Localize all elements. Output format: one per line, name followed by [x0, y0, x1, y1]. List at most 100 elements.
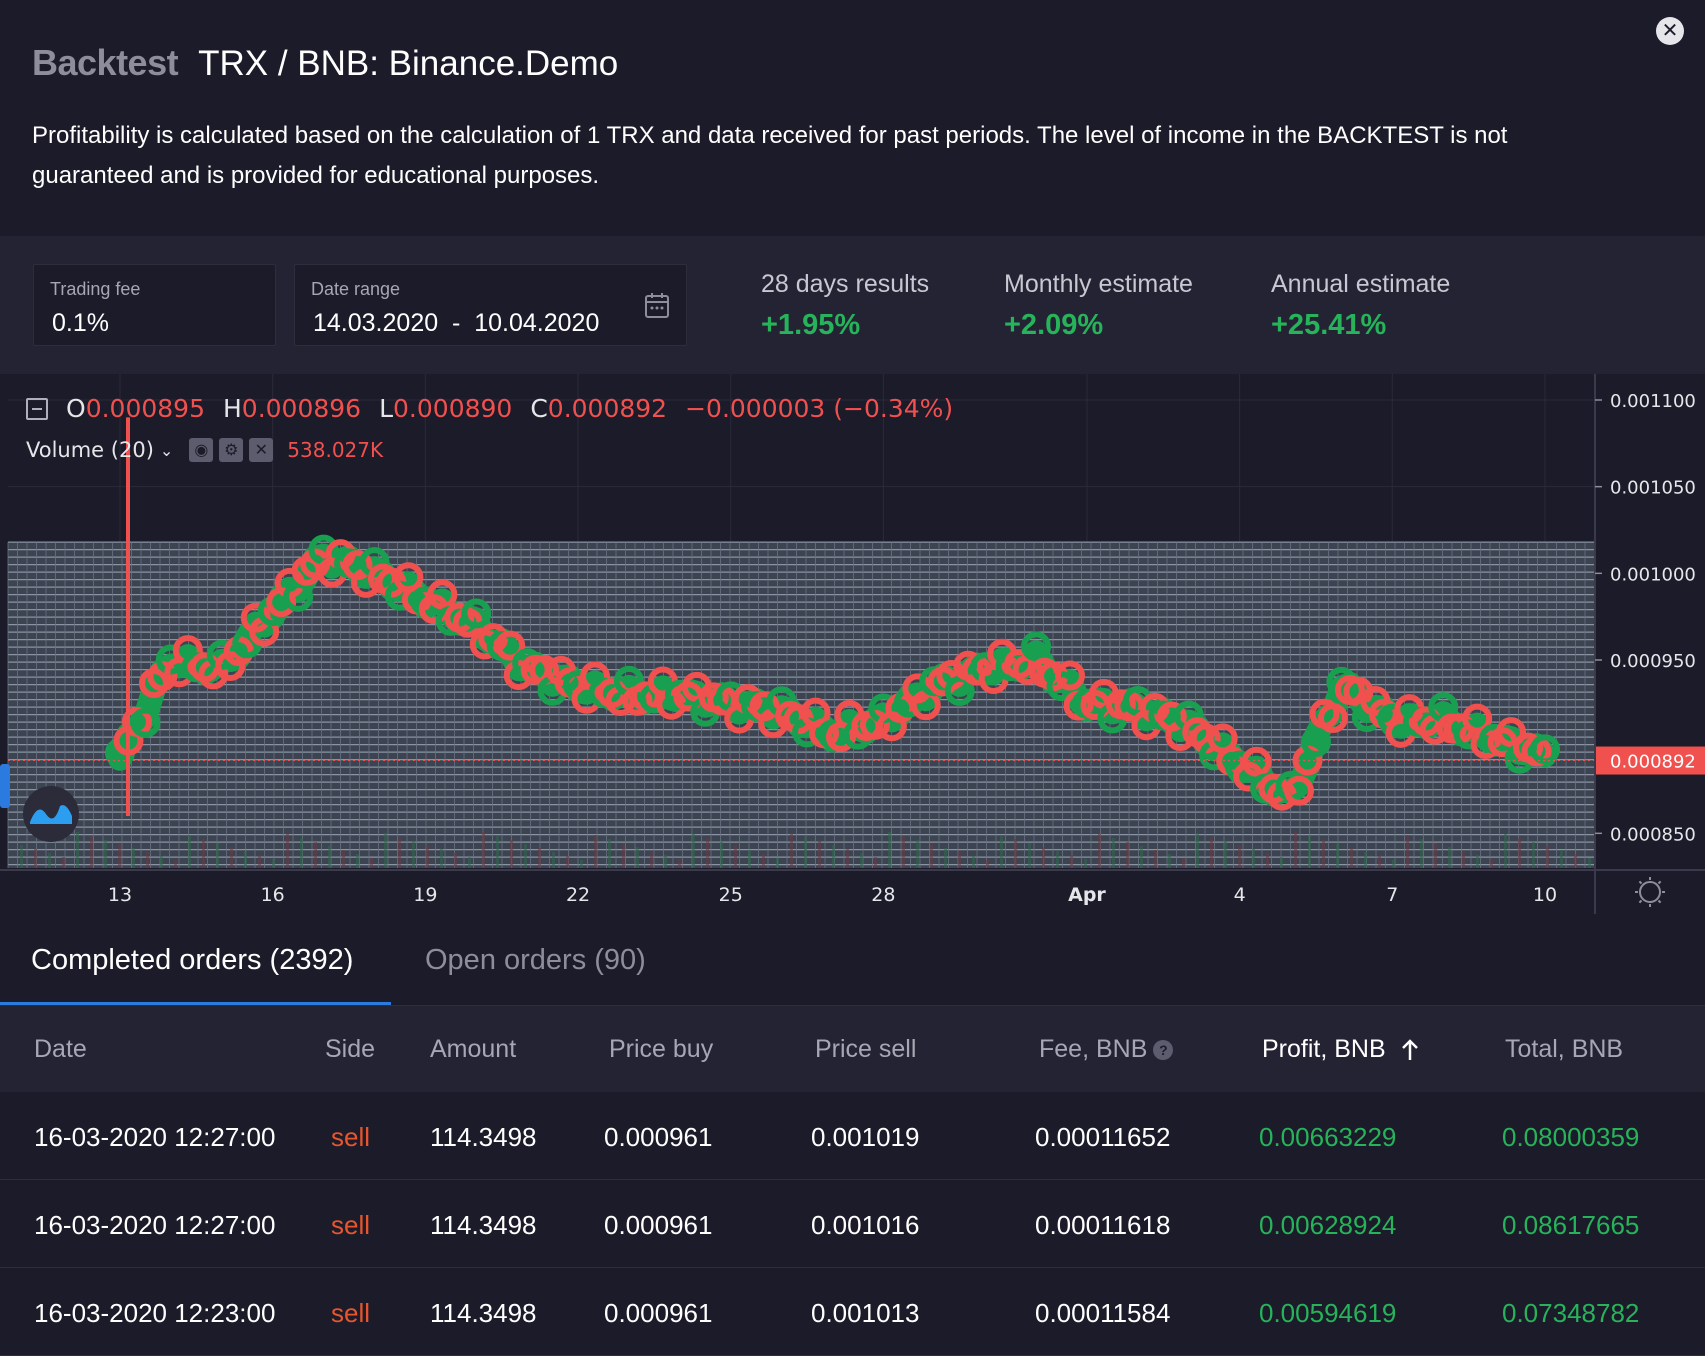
collapse-legend-icon[interactable] — [26, 397, 48, 420]
chart-settings-icon-tooth — [1638, 880, 1643, 885]
volume-bar — [314, 842, 317, 868]
price-series — [105, 417, 1560, 816]
volume-bar — [1238, 845, 1241, 868]
current-price-label: 0.000892 — [1610, 752, 1696, 773]
volume-bar — [384, 833, 387, 868]
volume-bar — [454, 853, 457, 868]
stat-label: 28 days results — [761, 270, 930, 298]
cell-fee: 0.00011652 — [1035, 1122, 1171, 1152]
stat-label: Annual estimate — [1271, 270, 1451, 298]
chart-settings-icon-tooth — [1657, 899, 1662, 904]
volume-label[interactable]: Volume (20) — [26, 438, 154, 462]
date-range-field[interactable]: Date range 14.03.2020 - 10.04.2020 — [294, 264, 687, 346]
volume-bar — [398, 837, 401, 868]
volume-bar — [1168, 854, 1171, 868]
col-profit-label: Profit, BNB — [1262, 1035, 1386, 1063]
cell-side: sell — [331, 1298, 371, 1328]
volume-bar — [1280, 857, 1283, 868]
chart-canvas[interactable]: 0.001100 0.001050 0.001000 0.000950 0.000850… — [0, 374, 1705, 914]
volume-bar — [1196, 833, 1199, 868]
low-value: 0.000890 — [393, 394, 513, 423]
cell-total: 0.08617665 — [1502, 1210, 1640, 1240]
col-price-sell[interactable]: Price sell — [815, 1035, 917, 1063]
volume-bar — [1322, 840, 1325, 868]
chart-settings-icon[interactable] — [1639, 881, 1661, 903]
price-chart[interactable]: 0.001100 0.001050 0.001000 0.000950 0.000850… — [0, 374, 1705, 914]
calendar-icon[interactable] — [644, 291, 670, 319]
date-range-label: Date range — [311, 279, 401, 299]
table-row[interactable]: 16-03-2020 12:27:00 sell 114.3498 0.0009… — [0, 1180, 1705, 1268]
description: Profitability is calculated based on the… — [32, 122, 1508, 189]
trading-fee-field[interactable]: Trading fee 0.1% — [33, 264, 276, 346]
gear-icon[interactable]: ⚙ — [219, 438, 244, 462]
x-tick-label: 4 — [1234, 884, 1246, 906]
cell-fee: 0.00011618 — [1035, 1210, 1171, 1240]
volume-bar — [1560, 850, 1563, 868]
chevron-down-icon[interactable]: ⌄ — [159, 440, 174, 460]
x-tick-label: 25 — [719, 884, 743, 906]
stat-value: +1.95% — [761, 309, 861, 341]
volume-bar — [174, 860, 177, 868]
volume-bar — [1588, 858, 1591, 868]
trading-fee-label: Trading fee — [50, 279, 141, 299]
volume-bar — [552, 852, 555, 868]
cell-fee: 0.00011584 — [1035, 1298, 1171, 1328]
title-pair: TRX / BNB: Binance.Demo — [198, 44, 619, 83]
buy-order-marker — [283, 581, 314, 612]
col-total[interactable]: Total, BNB — [1505, 1035, 1624, 1063]
col-fee[interactable]: Fee, BNB ? — [1039, 1035, 1174, 1064]
volume-bar — [34, 849, 37, 868]
volume-bar — [524, 844, 527, 868]
volume-bar — [1028, 843, 1031, 868]
volume-bar — [1546, 846, 1549, 868]
close-icon[interactable]: ✕ — [249, 438, 274, 462]
tab-completed-orders[interactable]: Completed orders (2392) — [31, 944, 354, 976]
side-panel-handle[interactable] — [0, 764, 10, 808]
cell-profit: 0.00663229 — [1259, 1122, 1397, 1152]
volume-bar — [748, 850, 751, 868]
chart-settings-icon-tooth — [1638, 899, 1643, 904]
col-side[interactable]: Side — [325, 1035, 376, 1063]
volume-bar — [1490, 859, 1493, 868]
col-date[interactable]: Date — [34, 1035, 87, 1063]
volume-bar — [538, 848, 541, 868]
backtest-header: Backtest TRX / BNB: Binance.Demo ✕ Profi… — [0, 0, 1705, 236]
volume-bar — [692, 834, 695, 868]
volume-bar — [244, 851, 247, 868]
close-icon[interactable]: ✕ — [1656, 17, 1684, 45]
help-icon[interactable]: ? — [1153, 1039, 1174, 1060]
low-key: L — [379, 394, 394, 423]
volume-bar — [1056, 851, 1059, 868]
volume-bar — [202, 839, 205, 868]
cell-price-sell: 0.001016 — [811, 1210, 920, 1240]
volume-bar — [342, 850, 345, 868]
volume-bar — [118, 844, 121, 868]
volume-bar — [1182, 858, 1185, 868]
col-amount[interactable]: Amount — [430, 1035, 517, 1063]
table-row[interactable]: 16-03-2020 12:27:00 sell 114.3498 0.0009… — [0, 1092, 1705, 1180]
close-key: C — [530, 394, 548, 423]
col-profit[interactable]: Profit, BNB — [1262, 1035, 1420, 1064]
eye-icon[interactable]: ◉ — [189, 438, 214, 462]
cell-amount: 114.3498 — [430, 1210, 537, 1240]
cell-amount: 114.3498 — [430, 1122, 537, 1152]
volume-bar — [272, 859, 275, 868]
sort-arrow-up-icon[interactable] — [1400, 1038, 1420, 1062]
high-key: H — [222, 394, 242, 423]
cell-date: 16-03-2020 12:23:00 — [34, 1298, 276, 1328]
col-price-buy[interactable]: Price buy — [609, 1035, 714, 1063]
table-row[interactable]: 16-03-2020 12:23:00 sell 114.3498 0.0009… — [0, 1268, 1705, 1356]
volume-bar — [902, 836, 905, 868]
volume-bar — [370, 858, 373, 868]
volume-bars — [20, 832, 1591, 868]
volume-bar — [1350, 848, 1353, 868]
volume-bar — [1210, 837, 1213, 868]
tab-open-orders[interactable]: Open orders (90) — [425, 944, 646, 976]
buy-order-marker — [1300, 727, 1331, 758]
volume-bar — [776, 858, 779, 868]
volume-bar — [1420, 839, 1423, 868]
volume-bar — [1532, 842, 1535, 868]
volume-bar — [1294, 832, 1297, 868]
sell-order-marker — [1055, 660, 1085, 691]
volume-bar — [1476, 855, 1479, 868]
